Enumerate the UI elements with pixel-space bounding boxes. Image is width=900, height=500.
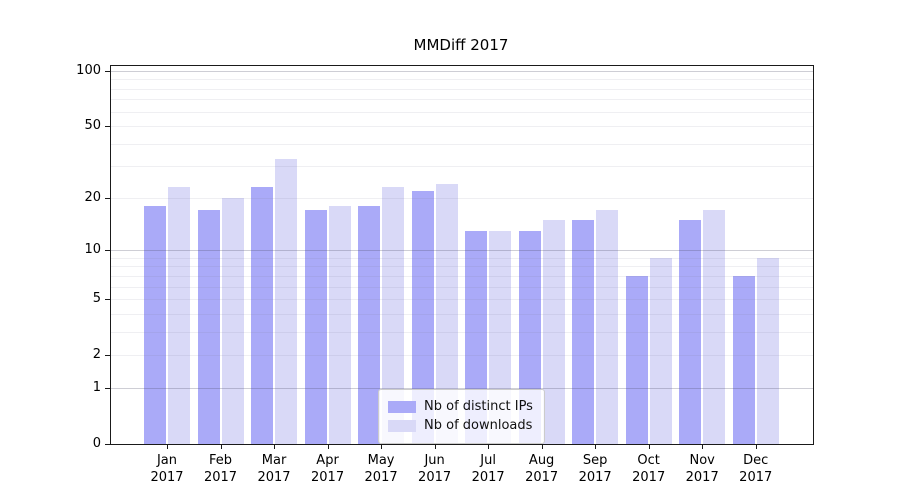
gridline-minor bbox=[111, 275, 813, 277]
bar-feb-downloads bbox=[221, 197, 244, 444]
y-tick-label: 100 bbox=[76, 63, 101, 78]
chart-title: MMDiff 2017 bbox=[413, 36, 509, 54]
gridline-minor bbox=[111, 79, 813, 81]
gridline-major bbox=[111, 250, 813, 252]
gridline-minor bbox=[111, 111, 813, 113]
bar-jan-downloads bbox=[168, 187, 190, 444]
gridline-minor bbox=[111, 313, 813, 315]
gridline-minor bbox=[111, 126, 813, 128]
y-tick-label: 0 bbox=[92, 436, 101, 451]
legend-swatch-downloads bbox=[388, 419, 416, 432]
bar-sep-distinct-ips bbox=[572, 219, 595, 444]
bar-sep-downloads bbox=[596, 210, 619, 444]
bar-jan-distinct-ips bbox=[144, 206, 166, 444]
gridline-minor bbox=[111, 257, 813, 259]
x-axis-tick bbox=[434, 444, 436, 449]
y-axis-tick bbox=[105, 71, 111, 72]
gridline-minor bbox=[111, 88, 813, 90]
bar-nov-downloads bbox=[703, 210, 726, 444]
bar-mar-downloads bbox=[275, 158, 298, 444]
y-axis-tick bbox=[105, 126, 111, 128]
x-tick-label: Oct 2017 bbox=[632, 453, 666, 485]
y-tick-label: 2 bbox=[92, 347, 101, 363]
y-tick-label: 10 bbox=[84, 242, 101, 258]
x-axis-tick bbox=[220, 444, 222, 449]
x-tick-label: Jan 2017 bbox=[150, 453, 184, 485]
gridline-minor bbox=[111, 197, 813, 199]
x-tick-label: Sep 2017 bbox=[578, 453, 612, 485]
bar-apr-downloads bbox=[328, 206, 351, 444]
x-tick-label: May 2017 bbox=[364, 453, 398, 485]
bar-oct-distinct-ips bbox=[625, 275, 648, 444]
y-axis-tick bbox=[105, 444, 111, 445]
legend-label-downloads: Nb of downloads bbox=[424, 418, 533, 433]
y-tick-label: 20 bbox=[84, 189, 101, 205]
gridline-minor bbox=[111, 143, 813, 145]
gridline-minor bbox=[111, 266, 813, 268]
bar-may-distinct-ips bbox=[358, 206, 381, 444]
gridline-minor bbox=[111, 286, 813, 288]
bar-nov-distinct-ips bbox=[679, 219, 702, 444]
x-tick-label: Jun 2017 bbox=[418, 453, 452, 485]
x-tick-label: Mar 2017 bbox=[257, 453, 291, 485]
bar-apr-distinct-ips bbox=[304, 210, 327, 444]
x-axis-tick bbox=[167, 444, 168, 449]
x-axis-tick bbox=[595, 444, 597, 449]
x-tick-label: Aug 2017 bbox=[525, 453, 559, 485]
gridline-minor bbox=[111, 166, 813, 168]
gridline-minor bbox=[111, 299, 813, 301]
y-axis-tick bbox=[105, 299, 111, 301]
legend-item: Nb of distinct IPs bbox=[388, 398, 535, 415]
gridline-major bbox=[111, 71, 813, 72]
bar-dec-downloads bbox=[756, 257, 779, 444]
y-tick-label: 1 bbox=[92, 379, 101, 395]
x-tick-label: Feb 2017 bbox=[203, 453, 238, 485]
x-axis-tick bbox=[274, 444, 276, 449]
legend-item: Nb of downloads bbox=[388, 417, 535, 434]
gridline-major bbox=[111, 387, 813, 389]
bar-jun-downloads bbox=[435, 183, 458, 444]
bar-jun-distinct-ips bbox=[411, 190, 434, 444]
bar-dec-distinct-ips bbox=[732, 275, 755, 444]
legend-swatch-distinct-ips bbox=[388, 400, 416, 413]
legend: Nb of distinct IPs Nb of downloads bbox=[378, 389, 545, 444]
gridline-minor bbox=[111, 355, 813, 357]
y-tick-label: 50 bbox=[84, 118, 101, 134]
x-axis-tick bbox=[381, 444, 383, 449]
bar-mar-distinct-ips bbox=[251, 187, 274, 444]
x-axis-tick bbox=[702, 444, 704, 449]
x-tick-label: Nov 2017 bbox=[685, 453, 719, 485]
x-axis-tick bbox=[327, 444, 329, 449]
legend-label-distinct-ips: Nb of distinct IPs bbox=[424, 399, 533, 414]
y-axis-tick bbox=[105, 387, 111, 389]
plot-area: Nb of distinct IPs Nb of downloads 100 50… bbox=[76, 63, 814, 485]
x-axis-tick bbox=[755, 444, 757, 449]
y-axis-tick bbox=[105, 250, 111, 252]
x-tick-label: Jul 2017 bbox=[471, 453, 505, 485]
x-axis-tick bbox=[488, 444, 490, 449]
x-axis-tick bbox=[541, 444, 543, 449]
bar-may-downloads bbox=[382, 187, 405, 444]
x-tick-label: Dec 2017 bbox=[739, 453, 773, 485]
bar-oct-downloads bbox=[649, 257, 672, 444]
y-axis-tick bbox=[105, 197, 111, 199]
gridline-minor bbox=[111, 99, 813, 101]
x-axis-tick bbox=[648, 444, 650, 449]
gridline-minor bbox=[111, 331, 813, 333]
y-axis-tick bbox=[105, 355, 111, 357]
y-tick-label: 5 bbox=[92, 291, 101, 307]
bar-aug-downloads bbox=[542, 219, 565, 444]
x-tick-label: Apr 2017 bbox=[311, 453, 345, 485]
bar-feb-distinct-ips bbox=[197, 210, 220, 444]
